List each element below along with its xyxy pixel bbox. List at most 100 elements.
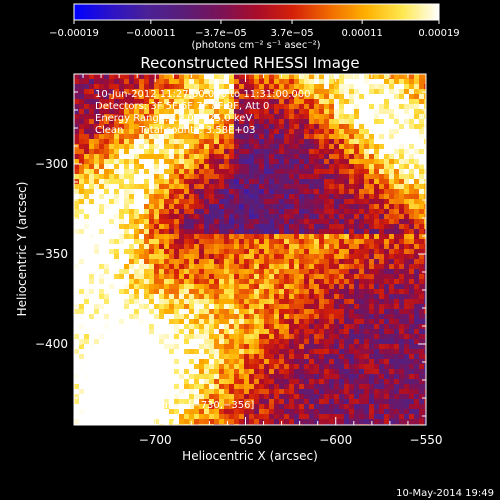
heatmap-cell [249,399,255,405]
heatmap-cell [334,89,340,95]
heatmap-cell [314,354,320,360]
heatmap-cell [249,419,255,425]
heatmap-cell [169,364,175,370]
heatmap-cell [169,199,175,205]
heatmap-cell [144,384,150,390]
heatmap-cell [314,249,320,255]
heatmap-cell [254,259,260,265]
heatmap-cell [124,104,130,110]
heatmap-cell [204,294,210,300]
heatmap-cell [424,299,426,305]
heatmap-cell [404,404,410,410]
heatmap-cell [264,414,270,420]
heatmap-cell [144,369,150,375]
heatmap-cell [129,119,135,125]
heatmap-cell [294,79,300,85]
heatmap-cell [219,404,225,410]
heatmap-cell [299,274,305,280]
heatmap-cell [274,154,280,160]
heatmap-cell [254,419,260,425]
heatmap-cell [94,344,100,350]
heatmap-cell [369,369,375,375]
heatmap-cell [79,374,85,380]
heatmap-cell [164,94,170,100]
heatmap-cell [369,269,375,275]
heatmap-cell [104,89,110,95]
heatmap-cell [339,399,345,405]
heatmap-cell [304,219,310,225]
heatmap-cell [149,99,155,105]
heatmap-cell [124,94,130,100]
heatmap-cell [164,79,170,85]
heatmap-cell [84,214,90,220]
heatmap-cell [119,94,125,100]
heatmap-cell [389,104,395,110]
heatmap-cell [239,199,245,205]
heatmap-cell [114,144,120,150]
heatmap-cell [394,74,400,80]
heatmap-cell [79,199,85,205]
heatmap-cell [174,139,180,145]
heatmap-cell [324,104,330,110]
heatmap-cell [214,304,220,310]
heatmap-cell [204,184,210,190]
heatmap-cell [169,209,175,215]
heatmap-cell [324,229,330,235]
heatmap-cell [244,164,250,170]
heatmap-cell [99,354,105,360]
heatmap-cell [339,379,345,385]
heatmap-cell [219,159,225,165]
heatmap-cell [299,294,305,300]
heatmap-cell [94,394,100,400]
heatmap-cell [369,124,375,130]
heatmap-cell [89,79,95,85]
heatmap-cell [74,129,80,135]
heatmap-cell [334,84,340,90]
heatmap-cell [284,149,290,155]
heatmap-cell [359,119,365,125]
heatmap-cell [389,399,395,405]
heatmap-cell [269,184,275,190]
heatmap-cell [74,289,80,295]
heatmap-cell [409,159,415,165]
heatmap-cell [124,149,130,155]
heatmap-cell [359,354,365,360]
heatmap-cell [239,219,245,225]
heatmap-cell [244,264,250,270]
heatmap-cell [139,244,145,250]
heatmap-cell [219,319,225,325]
heatmap-cell [114,234,120,240]
heatmap-cell [254,89,260,95]
heatmap-cell [374,324,380,330]
heatmap-cell [179,359,185,365]
heatmap-cell [184,159,190,165]
heatmap-cell [269,379,275,385]
heatmap-cell [174,179,180,185]
heatmap-cell [109,129,115,135]
heatmap-cell [169,164,175,170]
heatmap-cell [139,89,145,95]
heatmap-cell [379,299,385,305]
heatmap-cell [94,279,100,285]
heatmap-cell [339,344,345,350]
heatmap-cell [309,254,315,260]
heatmap-cell [289,264,295,270]
heatmap-cell [79,159,85,165]
heatmap-cell [399,264,405,270]
heatmap-cell [374,284,380,290]
heatmap-cell [119,299,125,305]
heatmap-cell [359,334,365,340]
heatmap-cell [94,389,100,395]
heatmap-cell [289,389,295,395]
heatmap-cell [284,179,290,185]
heatmap-cell [264,374,270,380]
heatmap-cell [194,119,200,125]
heatmap-cell [369,309,375,315]
heatmap-cell [124,84,130,90]
heatmap-cell [99,164,105,170]
heatmap-cell [114,244,120,250]
heatmap-cell [144,99,150,105]
heatmap-cell [264,369,270,375]
heatmap-cell [179,114,185,120]
heatmap-cell [279,369,285,375]
